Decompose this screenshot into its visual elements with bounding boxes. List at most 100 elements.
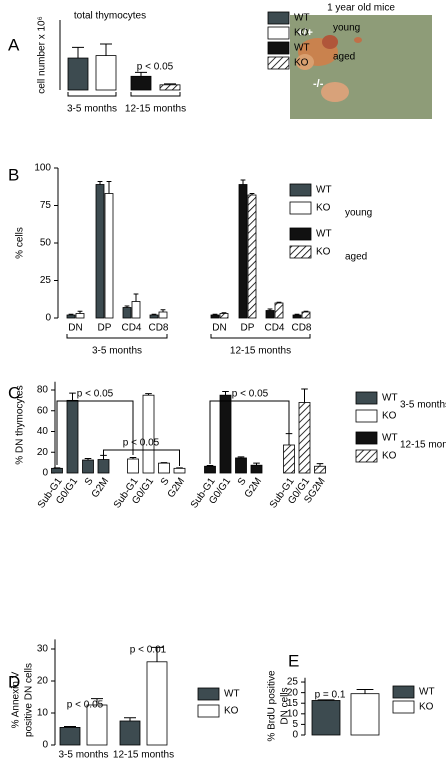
group-bracket — [67, 92, 117, 97]
y-axis-label: cell number x 10⁶ — [37, 16, 48, 94]
group-label: 3-5 months — [67, 104, 117, 115]
panel-letter: B — [8, 165, 19, 184]
legend-label: KO — [419, 702, 434, 713]
bar — [82, 459, 94, 474]
legend-swatch — [355, 431, 378, 445]
error-bar — [72, 46, 84, 59]
error-bar — [317, 699, 335, 701]
error-bar — [106, 181, 112, 194]
legend-group-label: young — [345, 208, 372, 219]
error-bar — [316, 463, 324, 467]
error-bar — [240, 179, 246, 185]
legend-swatch — [267, 26, 290, 40]
bar — [314, 465, 326, 474]
annotation: p < 0.01 — [130, 645, 167, 656]
group-label: 12-15 months — [125, 104, 186, 115]
annotation: p < 0.05 — [67, 700, 104, 711]
bar — [204, 465, 216, 474]
error-bar — [301, 388, 308, 403]
legend-group-label: aged — [345, 252, 367, 263]
bar — [127, 458, 139, 474]
legend-swatch — [197, 687, 220, 701]
y-tick-label: 5 — [292, 719, 298, 730]
bar — [104, 193, 114, 319]
bar — [247, 194, 257, 319]
y-tick-label: 30 — [37, 644, 49, 655]
legend-swatch — [355, 409, 378, 423]
error-bar — [124, 305, 130, 308]
bar — [142, 394, 155, 474]
legend-label: WT — [316, 229, 332, 240]
bar — [298, 402, 311, 474]
y-tick-label: 25 — [40, 275, 52, 286]
panel-letter: E — [288, 651, 299, 670]
y-axis-label: % cells — [15, 227, 26, 259]
legend-label: WT — [382, 433, 398, 444]
error-bar — [294, 313, 300, 315]
error-bar — [249, 193, 255, 195]
annotation: p < 0.05 — [137, 62, 174, 73]
legend-label: KO — [316, 247, 331, 258]
legend-label: KO — [294, 58, 309, 69]
x-tick-label: DP — [241, 323, 255, 334]
legend-label: WT — [294, 13, 310, 24]
error-bar — [100, 43, 112, 56]
legend-label: WT — [224, 689, 240, 700]
bar — [75, 313, 85, 319]
significance-bracket — [209, 400, 290, 464]
legend-swatch — [197, 704, 220, 718]
bar — [67, 57, 89, 91]
y-tick-label: 80 — [37, 385, 49, 396]
error-bar — [221, 312, 227, 314]
legend-swatch — [267, 56, 290, 70]
thymus-blob — [354, 37, 362, 43]
legend-group-label: young — [333, 23, 360, 34]
annotation: p < 0.05 — [77, 389, 114, 400]
y-tick-label: 0 — [45, 313, 51, 324]
legend-label: KO — [224, 706, 239, 717]
error-bar — [84, 457, 92, 461]
x-tick-label: G2M — [243, 476, 264, 500]
error-bar — [176, 467, 183, 469]
bar — [235, 457, 247, 474]
y-tick-label: 25 — [287, 677, 299, 688]
legend-swatch — [267, 11, 290, 25]
legend-group-label: aged — [333, 52, 355, 63]
error-bar — [160, 309, 166, 312]
legend-swatch — [392, 700, 415, 714]
y-axis-label: DN cells — [280, 687, 291, 724]
error-bar — [212, 313, 218, 315]
y-tick-label: 20 — [37, 447, 49, 458]
group-bracket — [130, 92, 181, 97]
x-tick-label: CD4 — [121, 323, 141, 334]
thymus-blob — [322, 35, 338, 49]
bar — [219, 313, 229, 319]
y-axis-label: positive DN cells — [24, 663, 35, 737]
x-tick-label: S — [236, 476, 249, 488]
x-tick-label: CD8 — [291, 323, 311, 334]
bar — [159, 84, 181, 91]
y-tick-label: 15 — [287, 698, 299, 709]
bar — [301, 311, 311, 319]
y-axis-label: % BrdU positive — [267, 670, 278, 742]
bar — [219, 394, 232, 474]
bar — [131, 301, 141, 319]
bar — [149, 314, 159, 319]
legend-label: KO — [382, 411, 397, 422]
error-bar — [69, 392, 76, 401]
y-tick-label: 0 — [42, 740, 48, 751]
bar — [59, 727, 81, 746]
bar — [95, 184, 105, 319]
error-bar — [135, 71, 147, 77]
legend-label: KO — [316, 203, 331, 214]
x-tick-label: CD8 — [148, 323, 168, 334]
error-bar — [145, 393, 152, 396]
bar — [292, 314, 302, 319]
x-tick-label: DN — [68, 323, 82, 334]
y-tick-label: 0 — [42, 468, 48, 479]
significance-bracket — [103, 449, 180, 466]
bar — [146, 661, 168, 746]
error-bar — [124, 717, 136, 721]
bar — [250, 464, 263, 474]
